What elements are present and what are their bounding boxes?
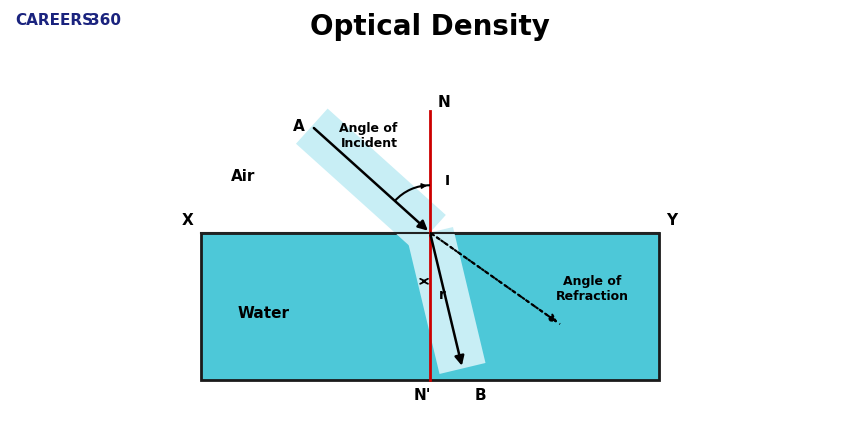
Text: Angle of
Incident: Angle of Incident: [339, 122, 397, 150]
Text: Y: Y: [666, 213, 678, 228]
Text: A: A: [292, 119, 304, 134]
Text: N': N': [414, 388, 432, 402]
Text: Optical Density: Optical Density: [310, 13, 550, 41]
Bar: [201, 233, 659, 380]
Polygon shape: [296, 109, 445, 250]
Text: B: B: [475, 388, 486, 402]
Text: Water: Water: [238, 306, 290, 321]
Polygon shape: [407, 227, 486, 374]
Text: I: I: [445, 174, 450, 188]
Text: Air: Air: [230, 169, 255, 184]
Text: CAREERS: CAREERS: [15, 13, 94, 28]
Text: X: X: [181, 213, 194, 228]
Text: N: N: [438, 95, 450, 110]
Text: Angle of
Refraction: Angle of Refraction: [556, 275, 629, 303]
Text: r: r: [439, 288, 445, 301]
Text: 360: 360: [89, 13, 121, 28]
